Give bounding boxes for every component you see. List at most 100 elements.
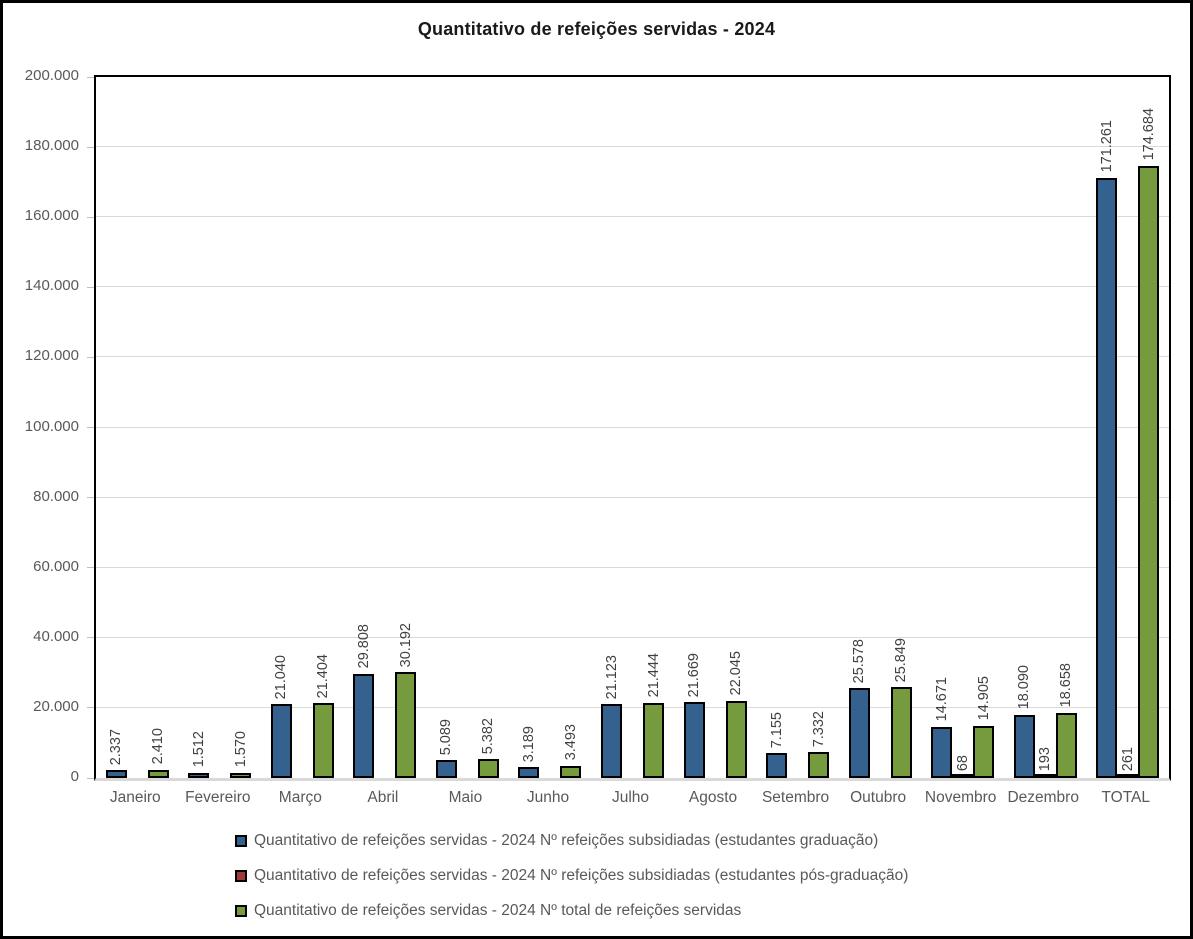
y-axis-tick-label: 140.000 xyxy=(24,277,79,295)
bar xyxy=(1096,177,1118,778)
grid-line xyxy=(96,146,1169,148)
bar xyxy=(952,774,974,778)
y-tick-mark xyxy=(87,497,94,499)
bar xyxy=(435,760,457,778)
y-tick-mark xyxy=(87,707,94,709)
bar-value-label: 14.671 xyxy=(933,677,950,722)
bar xyxy=(766,752,788,778)
bar-value-label: 2.337 xyxy=(108,728,125,765)
y-axis-tick-label: 20.000 xyxy=(33,697,79,715)
bar xyxy=(1055,712,1077,778)
bar-value-label: 18.090 xyxy=(1016,665,1033,710)
legend-row: Quantitativo de refeições servidas - 202… xyxy=(235,902,908,920)
bar xyxy=(848,688,870,778)
y-axis-tick-label: 0 xyxy=(70,768,79,785)
legend-marker-total xyxy=(235,905,247,917)
bar xyxy=(477,759,499,778)
bar-value-label: 21.040 xyxy=(273,654,290,700)
bar-value-label: 21.444 xyxy=(645,653,662,698)
bar xyxy=(601,703,622,778)
x-axis-tick-label: Janeiro xyxy=(109,789,161,806)
grid-line xyxy=(96,636,1169,638)
y-axis-tick-label: 60.000 xyxy=(33,557,79,575)
x-axis-tick-label: Julho xyxy=(611,789,650,806)
bar-value-label: 171.261 xyxy=(1098,120,1115,173)
x-axis-tick-label: Setembro xyxy=(761,789,830,806)
x-axis-tick-label: Maio xyxy=(448,789,483,806)
bar xyxy=(353,673,375,778)
y-tick-mark xyxy=(87,637,94,639)
x-axis-tick-label: TOTAL xyxy=(1101,789,1150,806)
bar-value-label: 5.382 xyxy=(480,717,497,755)
bar-value-label: 1.570 xyxy=(232,731,249,768)
grid-line xyxy=(96,286,1169,288)
bar xyxy=(1034,774,1056,778)
grid-line xyxy=(96,496,1169,498)
y-axis-tick-label: 200.000 xyxy=(24,67,79,84)
y-tick-mark xyxy=(87,216,94,218)
y-tick-mark xyxy=(87,356,94,358)
legend-marker-pos-graduacao xyxy=(235,870,247,882)
bar-value-label: 14.905 xyxy=(975,676,992,721)
y-axis-tick-label: 160.000 xyxy=(24,207,79,225)
x-axis-tick-label: Agosto xyxy=(688,789,738,806)
bar xyxy=(643,702,664,778)
bar xyxy=(725,700,747,778)
bar-value-label: 22.045 xyxy=(728,651,745,696)
legend-row: Quantitativo de refeições servidas - 202… xyxy=(235,867,908,885)
bar-value-label: 21.404 xyxy=(315,653,332,698)
bar xyxy=(518,766,540,778)
y-tick-mark xyxy=(87,146,94,148)
grid-line xyxy=(96,426,1169,428)
bar xyxy=(1117,774,1139,778)
bar xyxy=(188,772,210,778)
x-axis-tick-label: Março xyxy=(278,789,322,806)
bar xyxy=(808,752,830,778)
y-axis-tick-label: 40.000 xyxy=(33,627,79,645)
y-tick-mark xyxy=(87,567,94,569)
grid-line xyxy=(96,216,1169,218)
legend-marker-graduacao xyxy=(235,835,247,847)
bar xyxy=(105,769,127,778)
bar-value-label: 21.123 xyxy=(603,654,620,699)
bar-value-label: 21.669 xyxy=(686,652,703,698)
legend-label: Quantitativo de refeições servidas - 202… xyxy=(254,832,879,849)
bar-value-label: 25.849 xyxy=(893,638,910,683)
y-axis-tick-label: 100.000 xyxy=(24,417,79,435)
legend: Quantitativo de refeições servidas - 202… xyxy=(235,832,908,936)
bar-value-label: 2.410 xyxy=(150,728,167,765)
bar xyxy=(270,704,292,778)
bar-value-label: 193 xyxy=(1037,746,1054,771)
grid-line xyxy=(96,566,1169,568)
bar-value-label: 3.189 xyxy=(520,725,537,762)
x-axis-tick-label: Novembro xyxy=(924,789,997,806)
bar-value-label: 7.155 xyxy=(768,711,785,748)
chart-title: Quantitativo de refeições servidas - 202… xyxy=(417,19,776,39)
bar xyxy=(1138,165,1160,778)
bar xyxy=(683,702,705,778)
y-axis-tick-label: 120.000 xyxy=(24,347,79,365)
x-axis-tick-label: Junho xyxy=(526,789,570,806)
y-tick-mark xyxy=(87,286,94,288)
y-tick-mark xyxy=(87,76,94,78)
bar xyxy=(230,772,252,778)
x-axis: Janeiro Fevereiro Março Abril Maio Junho Julho… xyxy=(94,789,1171,811)
x-axis-tick-label: Dezembro xyxy=(1007,789,1079,806)
bar-value-label: 25.578 xyxy=(851,639,868,684)
bar-value-label: 1.512 xyxy=(190,731,207,768)
bar xyxy=(312,702,334,778)
bar xyxy=(890,687,912,778)
y-tick-mark xyxy=(87,427,94,428)
bar xyxy=(973,725,995,778)
bar-value-label: 29.808 xyxy=(355,624,372,669)
bar-value-label: 174.684 xyxy=(1140,108,1157,161)
grid-line xyxy=(96,706,1169,708)
bar-value-label: 68 xyxy=(954,754,971,771)
bar xyxy=(560,765,582,778)
grid-line xyxy=(96,356,1169,358)
bar xyxy=(931,726,953,778)
bar-value-label: 5.089 xyxy=(438,718,455,756)
bar-value-label: 7.332 xyxy=(810,711,827,748)
bar-value-label: 30.192 xyxy=(397,622,414,668)
